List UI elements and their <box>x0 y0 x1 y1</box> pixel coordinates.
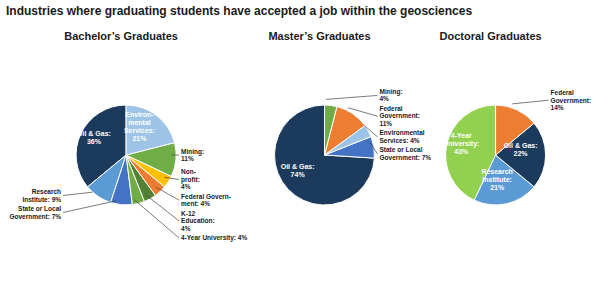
svg-text:FederalGovernment:11%: FederalGovernment:11% <box>380 105 420 127</box>
svg-text:Environ-mentalServices:21%: Environ-mentalServices:21% <box>124 111 155 142</box>
html-text:Bachelor’s Graduates: Bachelor’s Graduates <box>64 30 178 42</box>
svg-text:Oil & Gas:74%: Oil & Gas:74% <box>281 163 315 178</box>
svg-text:Mining:11%: Mining:11% <box>181 148 204 163</box>
svg-text:State or LocalGovernment: 7%: State or LocalGovernment: 7% <box>380 146 432 161</box>
svg-text:EnvironmentalServices: 4%: EnvironmentalServices: 4% <box>380 129 425 144</box>
svg-text:Non-profit:4%: Non-profit:4% <box>181 168 200 190</box>
svg-text:State or LocalGovernment: 7%: State or LocalGovernment: 7% <box>9 205 61 220</box>
svg-text:ResearchInstitute: 9%: ResearchInstitute: 9% <box>22 188 61 203</box>
svg-text:Oil & Gas:22%: Oil & Gas:22% <box>504 142 538 157</box>
html-text:Industries where graduating st: Industries where graduating students hav… <box>6 4 473 18</box>
svg-text:Mining:4%: Mining:4% <box>380 88 403 103</box>
svg-text:K-12Education:4%: K-12Education:4% <box>181 210 215 232</box>
svg-text:ResearchInstitute:21%: ResearchInstitute:21% <box>481 168 513 191</box>
svg-text:4-YearUniversity:43%: 4-YearUniversity:43% <box>443 132 479 155</box>
html-text:Doctoral Graduates: Doctoral Graduates <box>439 30 542 42</box>
html-text:Master’s Graduates: Master’s Graduates <box>268 30 371 42</box>
svg-text:FederalGovernment:14%: FederalGovernment:14% <box>551 89 591 111</box>
svg-text:Federal Govern-ment: 4%: Federal Govern-ment: 4% <box>181 193 231 208</box>
svg-text:4-Year University: 4%: 4-Year University: 4% <box>181 234 247 242</box>
svg-text:Oil & Gas:36%: Oil & Gas:36% <box>77 130 111 145</box>
